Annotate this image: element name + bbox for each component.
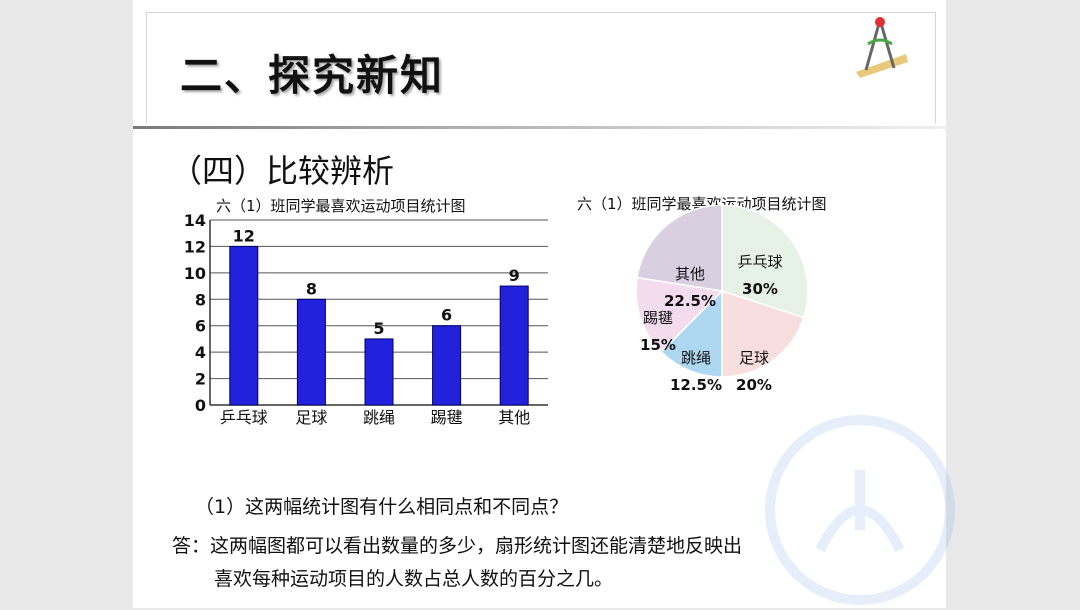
bar-value-label: 6	[441, 306, 452, 325]
bar-value-label: 8	[306, 279, 317, 298]
y-tick-label: 4	[195, 343, 206, 362]
x-tick-label: 其他	[498, 408, 530, 427]
y-tick-label: 0	[195, 396, 206, 415]
bar-chart-title: 六（1）班同学最喜欢运动项目统计图	[216, 197, 466, 215]
pie-label: 其他	[675, 265, 705, 283]
bar	[229, 245, 259, 406]
pie-percent-label: 22.5%	[664, 292, 716, 310]
pie-label: 乒乓球	[737, 253, 782, 271]
y-tick-label: 6	[195, 317, 206, 336]
pie-percent-label: 20%	[736, 376, 772, 394]
pie-label: 踢毽	[643, 309, 673, 327]
slide-title: 二、探究新知	[180, 51, 445, 100]
section-subtitle: （四）比较辨析	[170, 152, 395, 190]
pie-percent-label: 15%	[640, 336, 676, 354]
answer-line-1: 答：这两幅图都可以看出数量的多少，扇形统计图还能清楚地反映出	[172, 535, 743, 557]
question-text: （1）这两幅统计图有什么相同点和不同点？	[195, 496, 569, 518]
pie-slice	[635, 276, 724, 353]
watermark-logo	[765, 415, 955, 605]
compass-ruler-icon	[856, 17, 908, 78]
y-tick-label: 10	[184, 264, 206, 283]
bar-value-label: 9	[509, 266, 520, 285]
bar	[364, 338, 394, 406]
pie-slice	[721, 289, 805, 378]
bar-value-label: 5	[373, 319, 384, 338]
pie-slice	[721, 205, 809, 319]
pie-slice	[660, 289, 723, 378]
pie-label: 足球	[739, 349, 769, 367]
bar	[432, 325, 462, 406]
answer-line-2: 喜欢每种运动项目的人数占总人数的百分之几。	[214, 568, 614, 590]
x-tick-label: 踢毽	[431, 408, 463, 427]
bar	[296, 298, 326, 406]
pie-chart-title: 六（1）班同学最喜欢运动项目统计图	[577, 195, 827, 213]
pie-chart: 乒乓球 30% 足球 20% 跳绳 12.5% 踢毽 15% 其他 22.5%	[635, 205, 809, 394]
pie-label: 跳绳	[681, 349, 711, 367]
x-tick-label: 乒乓球	[220, 408, 268, 427]
y-tick-label: 2	[195, 370, 206, 389]
bar	[499, 285, 529, 406]
y-tick-label: 8	[195, 290, 206, 309]
pie-percent-label: 12.5%	[670, 376, 722, 394]
pie-percent-label: 30%	[742, 280, 778, 298]
y-tick-label: 14	[184, 211, 206, 230]
bar-chart: 0 2 4 6 8 10 12 14 12 乒乓球 8 足球 5 跳绳 6 踢毽 9 其他	[184, 211, 548, 427]
bar-value-label: 12	[233, 226, 255, 245]
pie-slice	[636, 205, 723, 292]
title-divider	[133, 126, 946, 129]
title-frame	[146, 12, 936, 124]
y-tick-label: 12	[184, 237, 206, 256]
x-tick-label: 足球	[295, 408, 327, 427]
x-tick-label: 跳绳	[363, 408, 395, 427]
